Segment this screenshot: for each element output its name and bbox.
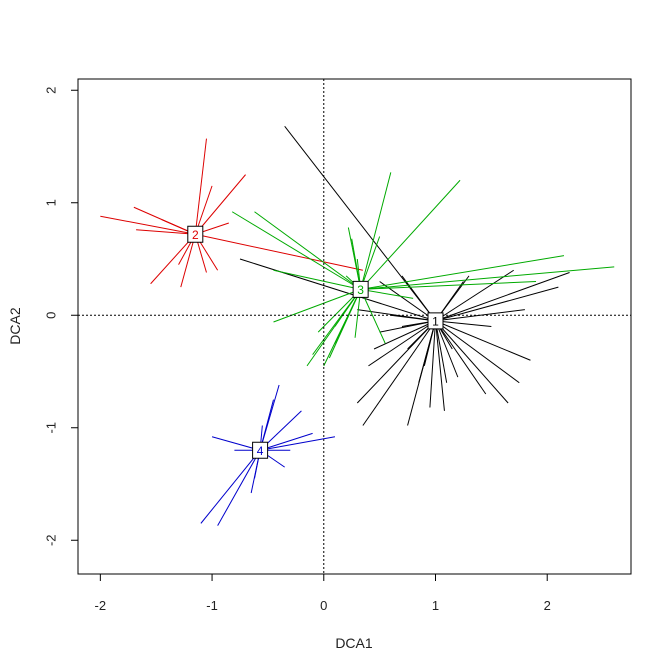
spoke-group-3-17 (360, 179, 461, 290)
x-tick-label-2: 0 (320, 598, 327, 613)
spoke-group-1-24 (373, 320, 436, 350)
spoke-group-1-13 (435, 320, 509, 404)
reference-lines (78, 79, 631, 574)
spoke-group-4-1 (217, 450, 261, 526)
x-tick-label-4: 2 (544, 598, 551, 613)
spoke-group-1-21 (362, 320, 436, 426)
y-tick-label-2: 0 (43, 312, 58, 319)
spoke-group-3-19 (360, 266, 615, 290)
x-tick-label-3: 1 (432, 598, 439, 613)
spoke-group-3-2 (273, 269, 361, 290)
spoke-group-2-13 (195, 233, 363, 271)
spoke-group-1-16 (435, 320, 448, 383)
x-axis-title: DCA1 (335, 635, 373, 651)
spoke-group-2-6 (180, 234, 196, 288)
spoke-group-1-17 (434, 320, 445, 411)
centroid-box-group-2 (187, 225, 204, 243)
spoke-group-3-16 (360, 289, 386, 344)
spoke-group-1-10 (435, 320, 492, 327)
x-axis: -2 -1 0 1 2 (95, 573, 551, 613)
y-tick-label-3: 1 (43, 199, 58, 206)
centroid-label-group-2: 2 (192, 228, 199, 242)
spoke-group-1-11 (435, 320, 531, 361)
centroid-label-group-1: 1 (432, 314, 439, 328)
centroid-box-group-4 (252, 441, 269, 459)
spoke-group-1-6 (435, 269, 514, 322)
spoke-group-1-0 (284, 125, 436, 322)
centroid-box-group-3 (352, 280, 369, 298)
spoke-group-3-0 (231, 211, 361, 290)
spoke-group-3-15 (360, 236, 381, 290)
spoke-group-1-12 (435, 320, 520, 384)
centroid-label-group-4: 4 (257, 444, 264, 458)
spoke-group-2-7 (194, 138, 207, 235)
spoke-group-1-1 (239, 258, 436, 322)
y-axis: -2 -1 0 1 2 (43, 87, 79, 546)
spoke-group-2-2 (136, 229, 196, 235)
y-tick-label-1: -1 (43, 422, 58, 434)
centroid-label-group-3: 3 (357, 283, 364, 297)
group-centroids: 1 2 3 4 (187, 225, 444, 459)
y-tick-label-0: -2 (43, 534, 58, 546)
centroid-box-group-1 (427, 312, 444, 330)
y-axis-title: DCA2 (7, 307, 23, 345)
spoke-group-3-1 (254, 211, 361, 290)
spoke-group-3-23 (334, 289, 362, 344)
spoke-group-4-6 (260, 436, 336, 451)
spoke-group-3-20 (360, 281, 537, 290)
spoke-group-2-11 (194, 174, 246, 235)
spoke-group-1-9 (435, 309, 525, 322)
spoke-group-1-18 (429, 320, 436, 408)
spoke-group-3-21 (360, 288, 414, 299)
spoke-group-4-3 (211, 436, 261, 451)
spoke-group-1-23 (368, 320, 436, 367)
x-tick-label-0: -2 (95, 598, 107, 613)
x-tick-label-1: -1 (206, 598, 218, 613)
spoke-group-3-18 (360, 255, 565, 290)
spoke-group-1-14 (435, 320, 487, 395)
spoke-group-4-0 (200, 449, 261, 524)
spoke-group-1-15 (435, 320, 459, 378)
spoke-group-4-7 (259, 432, 313, 451)
spoke-group-1-7 (435, 272, 570, 322)
y-tick-label-4: 2 (43, 87, 58, 94)
spoke-group-3-3 (273, 288, 361, 323)
spoke-group-3-14 (360, 172, 392, 290)
spoke-group-2-0 (100, 215, 196, 235)
